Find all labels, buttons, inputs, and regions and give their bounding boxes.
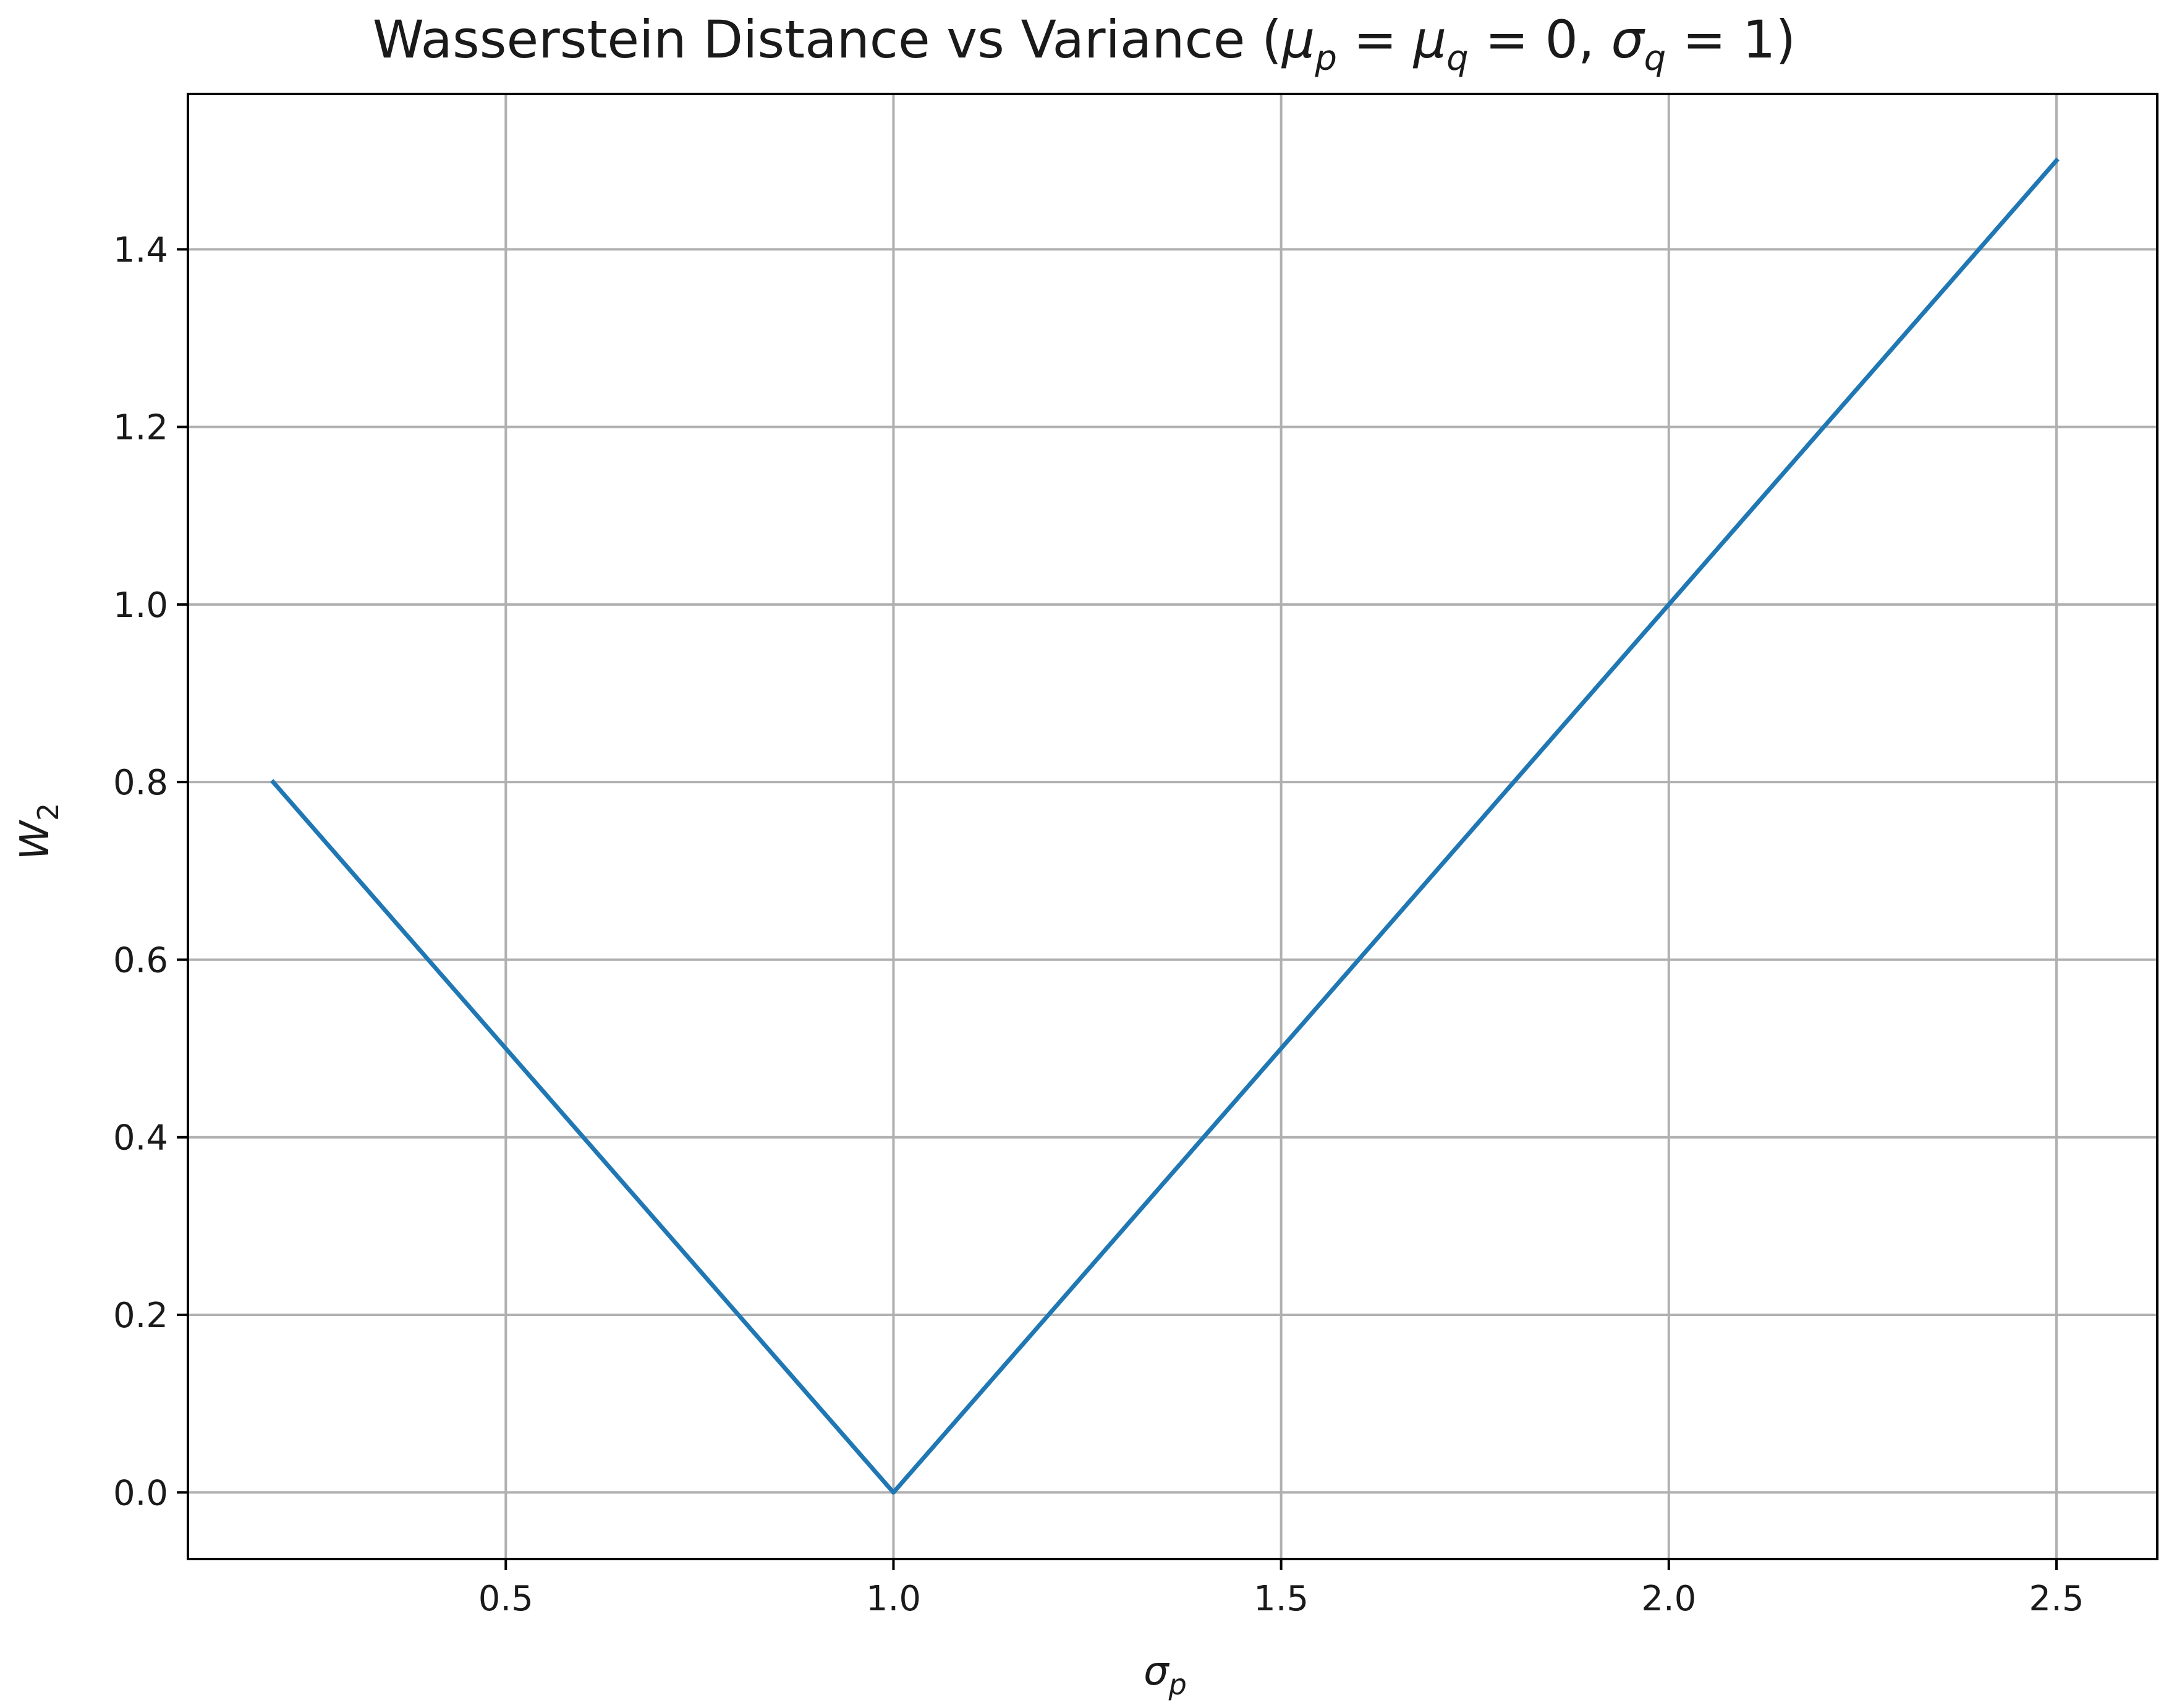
y-tick-label: 0.6 — [113, 940, 168, 980]
x-tick-label: 1.0 — [866, 1579, 921, 1619]
grid-layer — [188, 94, 2157, 1559]
series-layer — [270, 157, 2060, 1495]
x-tick-label: 2.5 — [2029, 1579, 2084, 1619]
x-axis-label: σp — [1144, 1649, 1187, 1701]
chart-title: Wasserstein Distance vs Variance (μp = μ… — [373, 9, 1796, 79]
y-tick-label: 0.8 — [113, 763, 168, 803]
y-tick-label: 0.0 — [113, 1473, 168, 1513]
x-tick-label: 1.5 — [1254, 1579, 1309, 1619]
y-tick-label: 0.4 — [113, 1118, 168, 1158]
x-tick-label: 2.0 — [1641, 1579, 1696, 1619]
x-tick-label: 0.5 — [478, 1579, 533, 1619]
y-tick-label: 0.2 — [113, 1296, 168, 1336]
y-tick-label: 1.2 — [113, 408, 168, 448]
series-line-1 — [270, 157, 2060, 1495]
y-axis-label: W2 — [12, 803, 65, 860]
y-tick-label: 1.0 — [113, 585, 168, 626]
tick-layer: 0.5 1.0 1.5 2.0 2.5 0.0 0.2 0.4 0.6 0.8 1.0 1.2 1.4 — [113, 230, 2084, 1619]
plot-frame — [187, 93, 2158, 1560]
y-tick-label: 1.4 — [113, 230, 168, 270]
